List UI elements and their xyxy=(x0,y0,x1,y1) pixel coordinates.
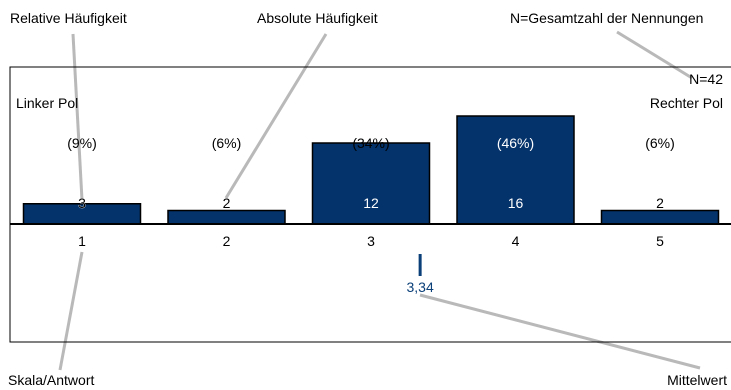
bar-4 xyxy=(456,115,575,225)
annotation-total: N=Gesamtzahl der Nennungen xyxy=(510,10,703,26)
bar-3 xyxy=(311,142,431,225)
annotation-absolute: Absolute Häufigkeit xyxy=(257,10,378,26)
annotation-mean: Mittelwert xyxy=(667,372,727,388)
bar-2 xyxy=(167,209,286,225)
percent-label-3: (34%) xyxy=(352,135,389,151)
right-pole-label: Rechter Pol xyxy=(650,95,723,111)
value-label-4: 16 xyxy=(508,195,524,211)
percent-label-2: (6%) xyxy=(212,135,242,151)
percent-label-1: (9%) xyxy=(67,135,97,151)
plot-frame xyxy=(9,66,731,343)
x-tick-5: 5 xyxy=(656,233,664,249)
x-tick-1: 1 xyxy=(78,233,86,249)
x-tick-2: 2 xyxy=(223,233,231,249)
callout-line-scale xyxy=(58,251,84,371)
annotation-scale: Skala/Antwort xyxy=(8,372,94,388)
left-pole-label: Linker Pol xyxy=(16,95,78,111)
callout-line-absolute xyxy=(224,33,328,199)
value-label-3: 12 xyxy=(363,195,379,211)
x-tick-4: 4 xyxy=(512,233,520,249)
n-label: N=42 xyxy=(689,71,723,87)
value-label-5: 2 xyxy=(656,195,664,211)
callout-line-mean xyxy=(419,293,701,370)
value-label-2: 2 xyxy=(223,195,231,211)
bar-5 xyxy=(600,209,720,225)
percent-label-5: (6%) xyxy=(645,135,675,151)
percent-label-4: (46%) xyxy=(497,135,534,151)
callout-line-total xyxy=(616,30,693,80)
x-tick-3: 3 xyxy=(367,233,375,249)
mean-value-label: 3,34 xyxy=(407,279,434,295)
annotation-relative: Relative Häufigkeit xyxy=(10,10,127,26)
value-label-1: 3 xyxy=(78,195,86,211)
labels-layer: 3(9%)12(6%)212(34%)316(46%)42(6%)5 xyxy=(67,135,675,249)
callout-line-relative xyxy=(71,33,84,201)
